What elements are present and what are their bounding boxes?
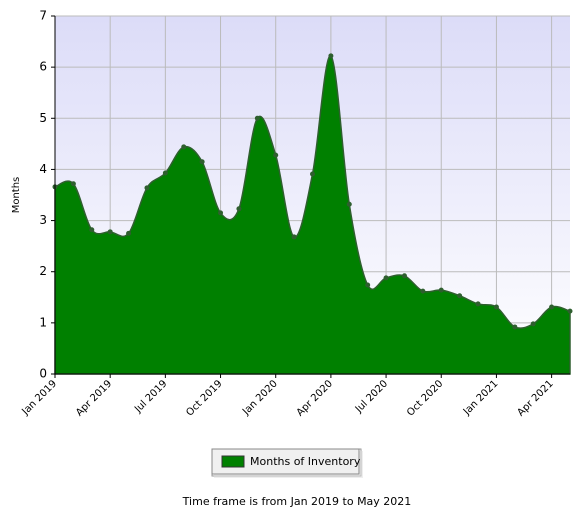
legend-label: Months of Inventory	[250, 455, 361, 468]
point	[567, 308, 573, 314]
y-tick-label: 7	[39, 9, 47, 23]
x-tick-label: Apr 2021	[515, 378, 555, 418]
y-tick-label: 4	[39, 162, 47, 176]
point	[530, 321, 536, 327]
legend-swatch	[221, 455, 245, 468]
y-tick-label: 5	[39, 111, 47, 125]
point	[291, 234, 297, 240]
point	[181, 144, 187, 150]
point	[126, 230, 132, 236]
point	[493, 304, 499, 310]
point	[162, 170, 168, 176]
x-tick-label: Jan 2019	[19, 378, 59, 418]
point	[365, 282, 371, 288]
x-tick-label: Apr 2020	[295, 378, 335, 418]
y-tick-label: 2	[39, 264, 47, 278]
x-tick-label: Jan 2021	[461, 378, 501, 418]
point	[236, 206, 242, 212]
y-tick-label: 6	[39, 60, 47, 74]
y-tick-label: 1	[39, 315, 47, 329]
point	[457, 293, 463, 299]
point	[310, 171, 315, 177]
point	[273, 152, 279, 158]
point	[89, 227, 95, 233]
point	[475, 301, 481, 307]
x-tick-label: Oct 2020	[405, 378, 445, 418]
point	[549, 304, 555, 310]
point	[438, 287, 444, 293]
point	[107, 229, 113, 235]
x-tick-label: Jul 2020	[353, 378, 390, 415]
point	[346, 201, 352, 207]
point	[70, 181, 76, 187]
point	[218, 210, 224, 216]
point	[328, 53, 334, 59]
point	[199, 159, 205, 165]
point	[144, 185, 150, 191]
point	[512, 324, 518, 330]
footnote: Time frame is from Jan 2019 to May 2021	[182, 495, 412, 508]
y-axis-title: Months	[11, 177, 22, 214]
x-tick-label: Jan 2020	[240, 378, 280, 418]
y-tick-label: 0	[39, 367, 47, 381]
point	[254, 115, 260, 121]
point	[401, 273, 407, 279]
x-tick-label: Apr 2019	[74, 378, 114, 418]
x-tick-label: Jul 2019	[132, 378, 169, 415]
point	[420, 288, 426, 294]
x-tick-label: Oct 2019	[184, 378, 224, 418]
point	[383, 275, 389, 281]
y-tick-label: 3	[39, 213, 47, 227]
